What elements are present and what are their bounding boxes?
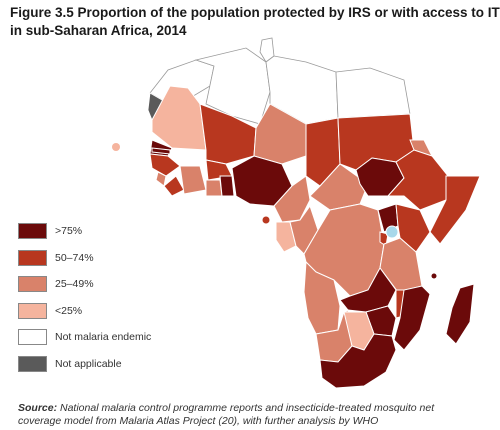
island-comoros bbox=[431, 273, 437, 279]
island-cabo-verde bbox=[112, 143, 120, 151]
region-ghana bbox=[205, 179, 223, 197]
legend-item-not-endemic: Not malaria endemic bbox=[18, 328, 151, 346]
africa-map bbox=[112, 37, 481, 389]
legend-item-under-25: <25% bbox=[18, 302, 151, 320]
legend-swatch bbox=[18, 355, 47, 372]
region-ethiopia bbox=[386, 149, 449, 211]
legend-swatch bbox=[18, 329, 47, 345]
legend-item-not-applicable: Not applicable bbox=[18, 355, 151, 373]
region-gambia bbox=[151, 147, 171, 155]
southern-africa bbox=[315, 267, 475, 389]
region-gabon bbox=[275, 221, 297, 253]
region-guinea bbox=[149, 153, 181, 177]
legend-swatch bbox=[18, 223, 47, 239]
region-egypt bbox=[335, 67, 411, 119]
figure-title: Figure 3.5 Proportion of the population … bbox=[10, 5, 500, 38]
legend-item-50-74: 50–74% bbox=[18, 249, 151, 267]
central-africa bbox=[273, 163, 385, 335]
north-africa-not-endemic bbox=[149, 37, 411, 125]
legend-item-over-75: >75% bbox=[18, 222, 151, 240]
legend-label: >75% bbox=[55, 225, 83, 237]
legend-label: Not malaria endemic bbox=[55, 331, 152, 343]
legend-label: 50–74% bbox=[55, 251, 94, 264]
legend-swatch bbox=[18, 276, 47, 292]
region-mali bbox=[199, 103, 257, 165]
region-mozambique bbox=[393, 285, 431, 351]
figure-source: Source: National malaria control program… bbox=[18, 402, 498, 428]
west-africa bbox=[149, 85, 341, 207]
legend-swatch bbox=[18, 302, 47, 319]
region-togo-benin bbox=[219, 175, 235, 197]
source-label: Source: bbox=[18, 402, 58, 414]
east-africa bbox=[337, 113, 481, 293]
legend-label: Not applicable bbox=[55, 357, 122, 370]
legend-label: <25% bbox=[55, 304, 83, 317]
legend-label: 25–49% bbox=[55, 278, 94, 290]
island-sao-tome bbox=[262, 216, 270, 224]
region-ivory-coast bbox=[179, 165, 207, 195]
lake-victoria bbox=[385, 225, 399, 239]
region-somalia bbox=[429, 175, 481, 245]
map-legend: >75% 50–74% 25–49% <25% Not malaria ende… bbox=[18, 222, 151, 381]
region-south-africa bbox=[319, 333, 397, 389]
region-liberia bbox=[163, 175, 185, 197]
legend-swatch bbox=[18, 249, 47, 266]
legend-item-25-49: 25–49% bbox=[18, 275, 151, 293]
source-text: National malaria control programme repor… bbox=[18, 402, 435, 427]
region-madagascar bbox=[445, 283, 475, 345]
